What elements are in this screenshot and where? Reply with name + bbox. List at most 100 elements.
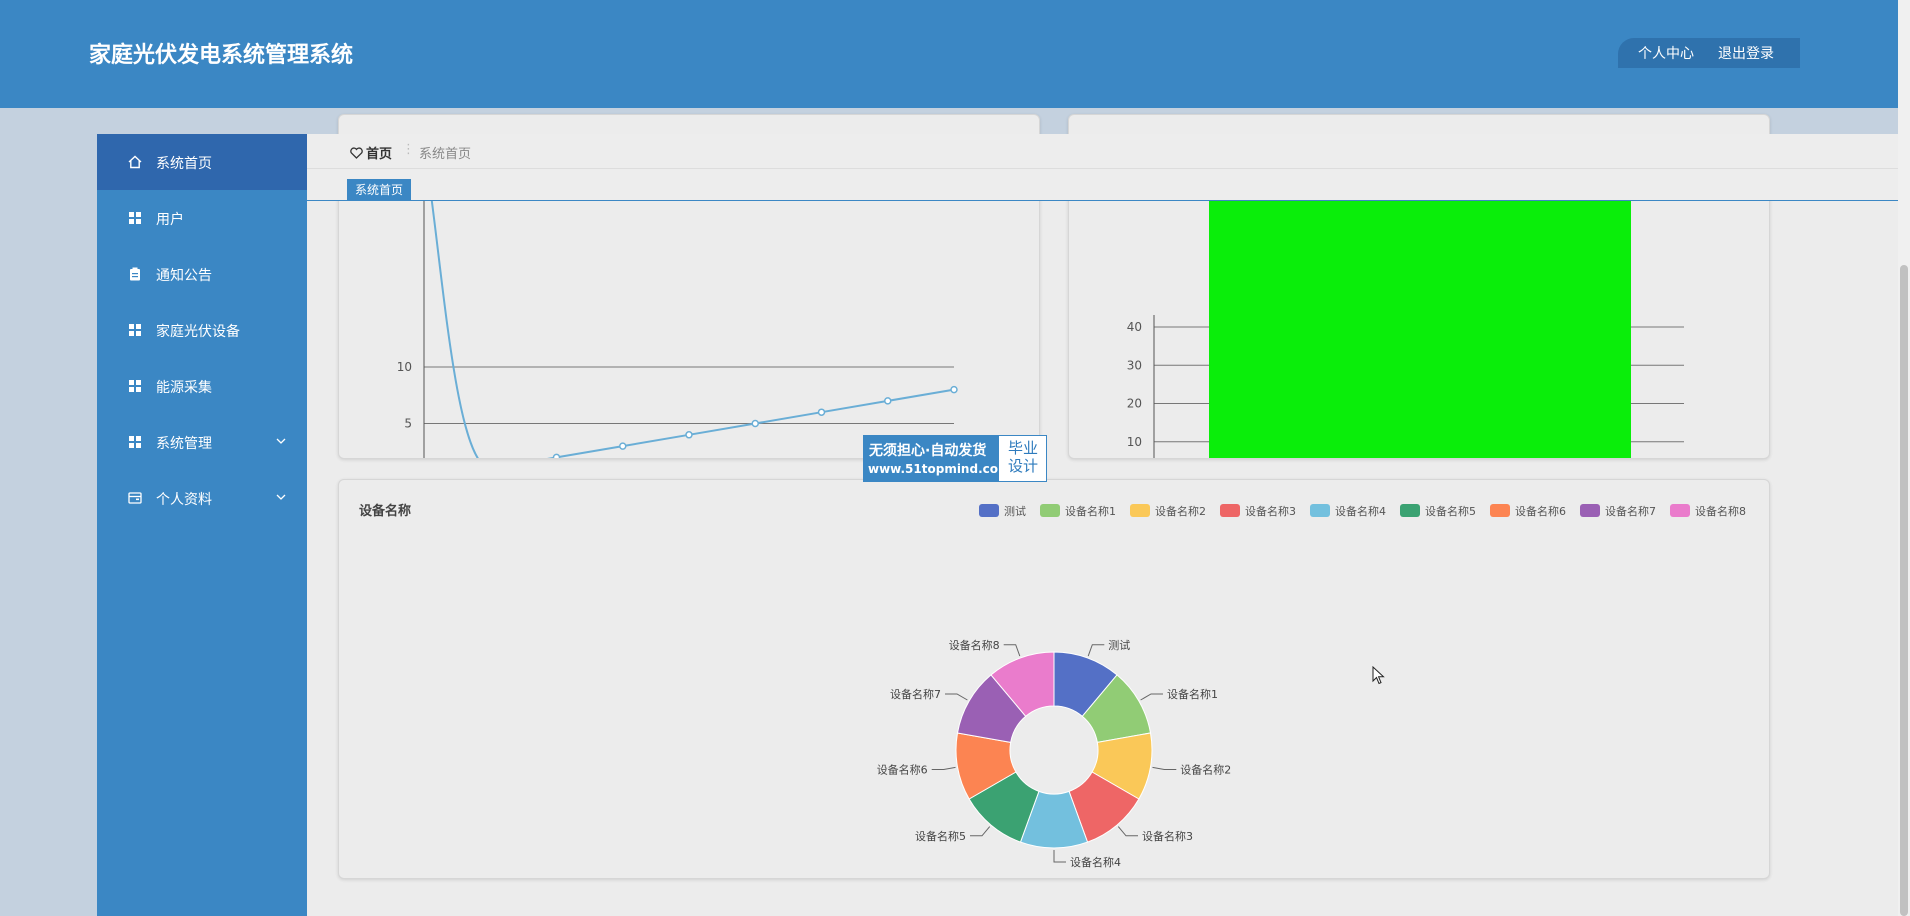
chevron-down-icon: [276, 494, 286, 500]
label-leader: [1053, 850, 1066, 863]
slice-label: 设备名称1: [1167, 687, 1218, 701]
breadcrumb-separator: ⋮: [402, 142, 415, 157]
legend-swatch[interactable]: [1670, 504, 1690, 517]
pie-slice[interactable]: [990, 651, 1055, 717]
legend-swatch[interactable]: [1220, 504, 1240, 517]
sidebar-item-label: 个人资料: [156, 492, 212, 508]
legend-swatch[interactable]: [979, 504, 999, 517]
wallet-icon: [128, 492, 142, 504]
sidebar-item-label: 家庭光伏设备: [156, 324, 240, 340]
sidebar-item-energy-collection[interactable]: 能源采集: [97, 358, 307, 414]
label-leader: [1087, 644, 1105, 657]
line-point[interactable]: [817, 408, 826, 416]
watermark-badge-text: 毕业 设计: [1003, 439, 1043, 475]
grid-icon: [129, 324, 141, 336]
y-tick-label: 30: [1127, 358, 1142, 372]
slice-label: 设备名称6: [877, 762, 928, 776]
line-point[interactable]: [552, 453, 561, 458]
legend-label[interactable]: 设备名称4: [1335, 504, 1386, 518]
legend-label[interactable]: 设备名称2: [1155, 504, 1206, 518]
slice-label: 设备名称3: [1142, 829, 1193, 843]
line-series: [423, 144, 955, 458]
top-header: 家庭光伏发电系统管理系统 个人中心 退出登录: [0, 0, 1910, 108]
legend-swatch[interactable]: [1310, 504, 1330, 517]
grid-icon: [129, 380, 141, 392]
legend-label[interactable]: 测试: [1004, 505, 1026, 518]
home-icon: [128, 155, 142, 169]
watermark-badge-line2: 设计: [1007, 457, 1038, 475]
logout-link[interactable]: 退出登录: [1718, 46, 1774, 62]
slice-label: 设备名称2: [1180, 762, 1231, 776]
pie-chart-card: 设备名称 测试 设备名称1 设备名称2 设备名称3 设备名称4 设备名称5 设备名称6 设备名称…: [338, 479, 1770, 879]
legend-swatch[interactable]: [1400, 504, 1420, 517]
clipboard-icon: [130, 267, 140, 281]
watermark-left: 无须担心·自动发货 www.51topmind.com: [864, 436, 1011, 481]
sidebar-item-label: 系统管理: [156, 436, 212, 452]
sidebar-item-label: 能源采集: [156, 380, 212, 396]
line-chart: 0510测试设备名称1设备名称2设备名称3设备名称4设备名称5设备名称6设备名称…: [397, 144, 958, 458]
bar[interactable]: [1209, 155, 1631, 458]
page-scrollbar[interactable]: [1898, 0, 1910, 916]
breadcrumb-home-label: 首页: [366, 147, 393, 162]
line-point[interactable]: [950, 385, 958, 394]
watermark-main-text: 无须担心·自动发货: [869, 443, 987, 459]
sidebar-item-system-management[interactable]: 系统管理: [97, 414, 307, 470]
legend-label[interactable]: 设备名称8: [1695, 504, 1746, 518]
mouse-cursor-icon: [1372, 666, 1385, 685]
line-chart-plot: 0510测试设备名称1设备名称2设备名称3设备名称4设备名称5设备名称6设备名称…: [397, 144, 958, 458]
line-point[interactable]: [619, 442, 627, 450]
watermark-badge-line1: 毕业: [1007, 439, 1038, 457]
app-title: 家庭光伏发电系统管理系统: [89, 43, 354, 68]
bar-chart-plot: 0102030402024-04-14: [1127, 155, 1684, 458]
line-point[interactable]: [884, 397, 892, 405]
sidebar-item-pv-devices[interactable]: 家庭光伏设备: [97, 302, 307, 358]
label-leader: [1117, 826, 1138, 837]
main-content: 0510测试设备名称1设备名称2设备名称3设备名称4设备名称5设备名称6设备名称…: [307, 114, 1898, 916]
label-leader: [970, 826, 991, 837]
legend-label[interactable]: 设备名称5: [1425, 504, 1476, 518]
grid-icon: [129, 212, 141, 224]
legend-label[interactable]: 设备名称1: [1065, 504, 1116, 518]
line-point[interactable]: [751, 419, 759, 428]
scrollbar-thumb[interactable]: [1900, 265, 1908, 916]
chevron-down-icon: [276, 438, 286, 444]
sidebar-item-notices[interactable]: 通知公告: [97, 246, 307, 302]
legend-swatch[interactable]: [1130, 504, 1150, 517]
watermark-badge: 无须担心·自动发货 www.51topmind.com 毕业 设计: [863, 435, 1047, 482]
sidebar: 系统首页 用户 通知公告 家庭光伏设备 能源采集 系统管理 个人资料: [97, 134, 307, 916]
slice-label: 测试: [1108, 639, 1130, 652]
pie-chart: 设备名称 测试 设备名称1 设备名称2 设备名称3 设备名称4 设备名称5 设备名称6 设备名称…: [359, 503, 1746, 869]
slice-label: 设备名称5: [915, 829, 966, 843]
legend-label[interactable]: 设备名称7: [1605, 504, 1656, 518]
legend-swatch[interactable]: [1490, 504, 1510, 517]
chart-legend: 测试 设备名称1 设备名称2 设备名称3 设备名称4 设备名称5 设备名称6 设备名称7 设备名…: [979, 504, 1746, 518]
legend-label[interactable]: 设备名称3: [1245, 504, 1296, 518]
legend-swatch[interactable]: [1580, 504, 1600, 517]
sidebar-item-home[interactable]: 系统首页: [97, 134, 307, 190]
user-menu: 个人中心 退出登录: [1618, 38, 1800, 68]
y-tick-label: 20: [1127, 397, 1142, 411]
sidebar-item-profile[interactable]: 个人资料: [97, 470, 307, 526]
label-leader: [1152, 766, 1177, 770]
watermark-url: www.51topmind.com: [868, 462, 1011, 476]
slice-label: 设备名称8: [949, 638, 1000, 652]
sidebar-item-label: 用户: [156, 212, 184, 228]
label-leader: [931, 766, 956, 770]
tab-home[interactable]: 系统首页: [347, 179, 412, 201]
chart-title: 设备名称: [359, 503, 411, 519]
breadcrumb-home[interactable]: 首页: [350, 143, 392, 162]
legend-swatch[interactable]: [1040, 504, 1060, 517]
y-tick-label: 10: [397, 360, 412, 374]
profile-link[interactable]: 个人中心: [1638, 46, 1694, 62]
sidebar-item-label: 系统首页: [156, 156, 212, 172]
legend-label[interactable]: 设备名称6: [1515, 504, 1566, 518]
sidebar-item-label: 通知公告: [156, 268, 212, 284]
breadcrumb: 首页 ⋮ 系统首页: [307, 134, 1898, 169]
heart-icon: [350, 146, 363, 159]
y-tick-label: 5: [404, 417, 412, 431]
sidebar-item-users[interactable]: 用户: [97, 190, 307, 246]
y-tick-label: 10: [1127, 435, 1142, 449]
grid-icon: [129, 436, 141, 448]
line-point[interactable]: [685, 431, 693, 439]
